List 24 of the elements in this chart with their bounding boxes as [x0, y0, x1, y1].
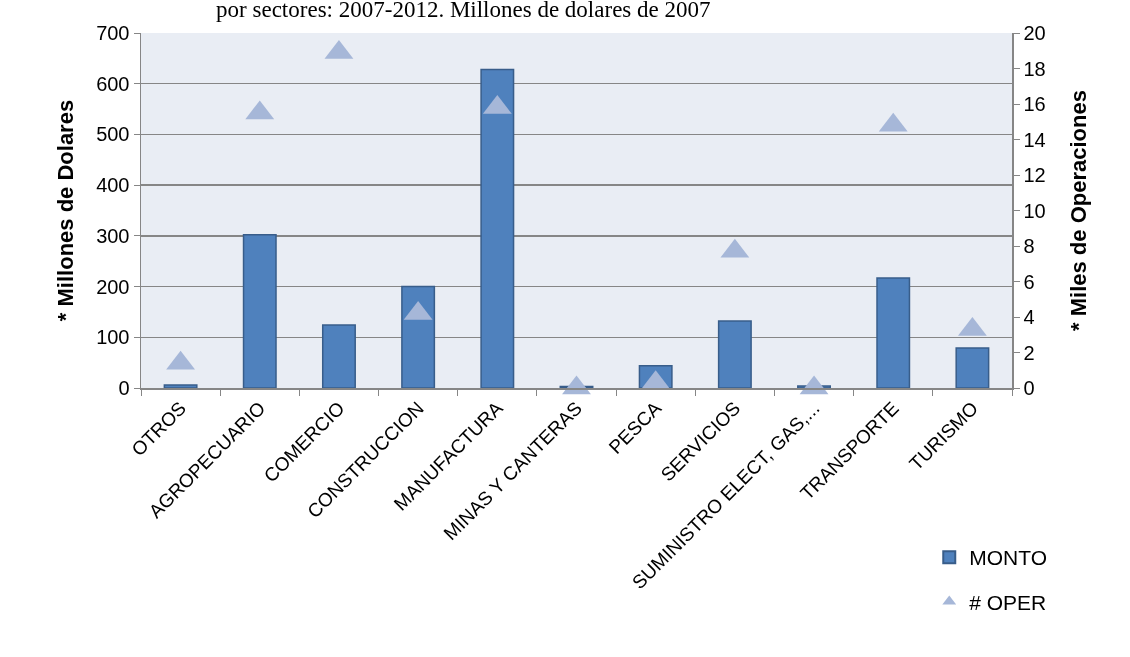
y2-tick-label: 18: [1023, 57, 1046, 80]
y2-tick-label: 8: [1023, 235, 1035, 257]
y-tick-label: 0: [118, 377, 130, 399]
y2-tick-label: 6: [1023, 270, 1035, 293]
y-axis-title: * Millones de Dolares: [53, 99, 79, 322]
y-tick-label: 300: [96, 224, 130, 247]
chart-title: por sectores: 2007-2012. Millones de dolares de 2007: [216, 0, 711, 23]
y2-tick-label: 0: [1023, 377, 1035, 399]
y2-tick-label: 2: [1023, 341, 1035, 364]
y2-tick-label: 12: [1023, 164, 1046, 186]
legend-label: MONTO: [969, 546, 1048, 570]
y-tick-label: 200: [96, 275, 130, 298]
y-tick-label: 700: [96, 22, 130, 44]
y-tick-label: 400: [96, 174, 130, 197]
y2-tick-label: 10: [1023, 199, 1046, 222]
y-tick-label: 600: [96, 72, 130, 95]
y2-axis-title: * Miles de Operaciones: [1066, 90, 1092, 331]
y2-tick-label: 16: [1023, 93, 1046, 115]
y-tick-label: 500: [96, 123, 130, 146]
y-tick-label: 100: [96, 326, 130, 349]
y2-tick-label: 4: [1023, 306, 1035, 328]
legend-label: # OPER: [969, 590, 1047, 614]
y2-tick-label: 20: [1023, 22, 1046, 44]
y2-tick-label: 14: [1023, 128, 1046, 151]
